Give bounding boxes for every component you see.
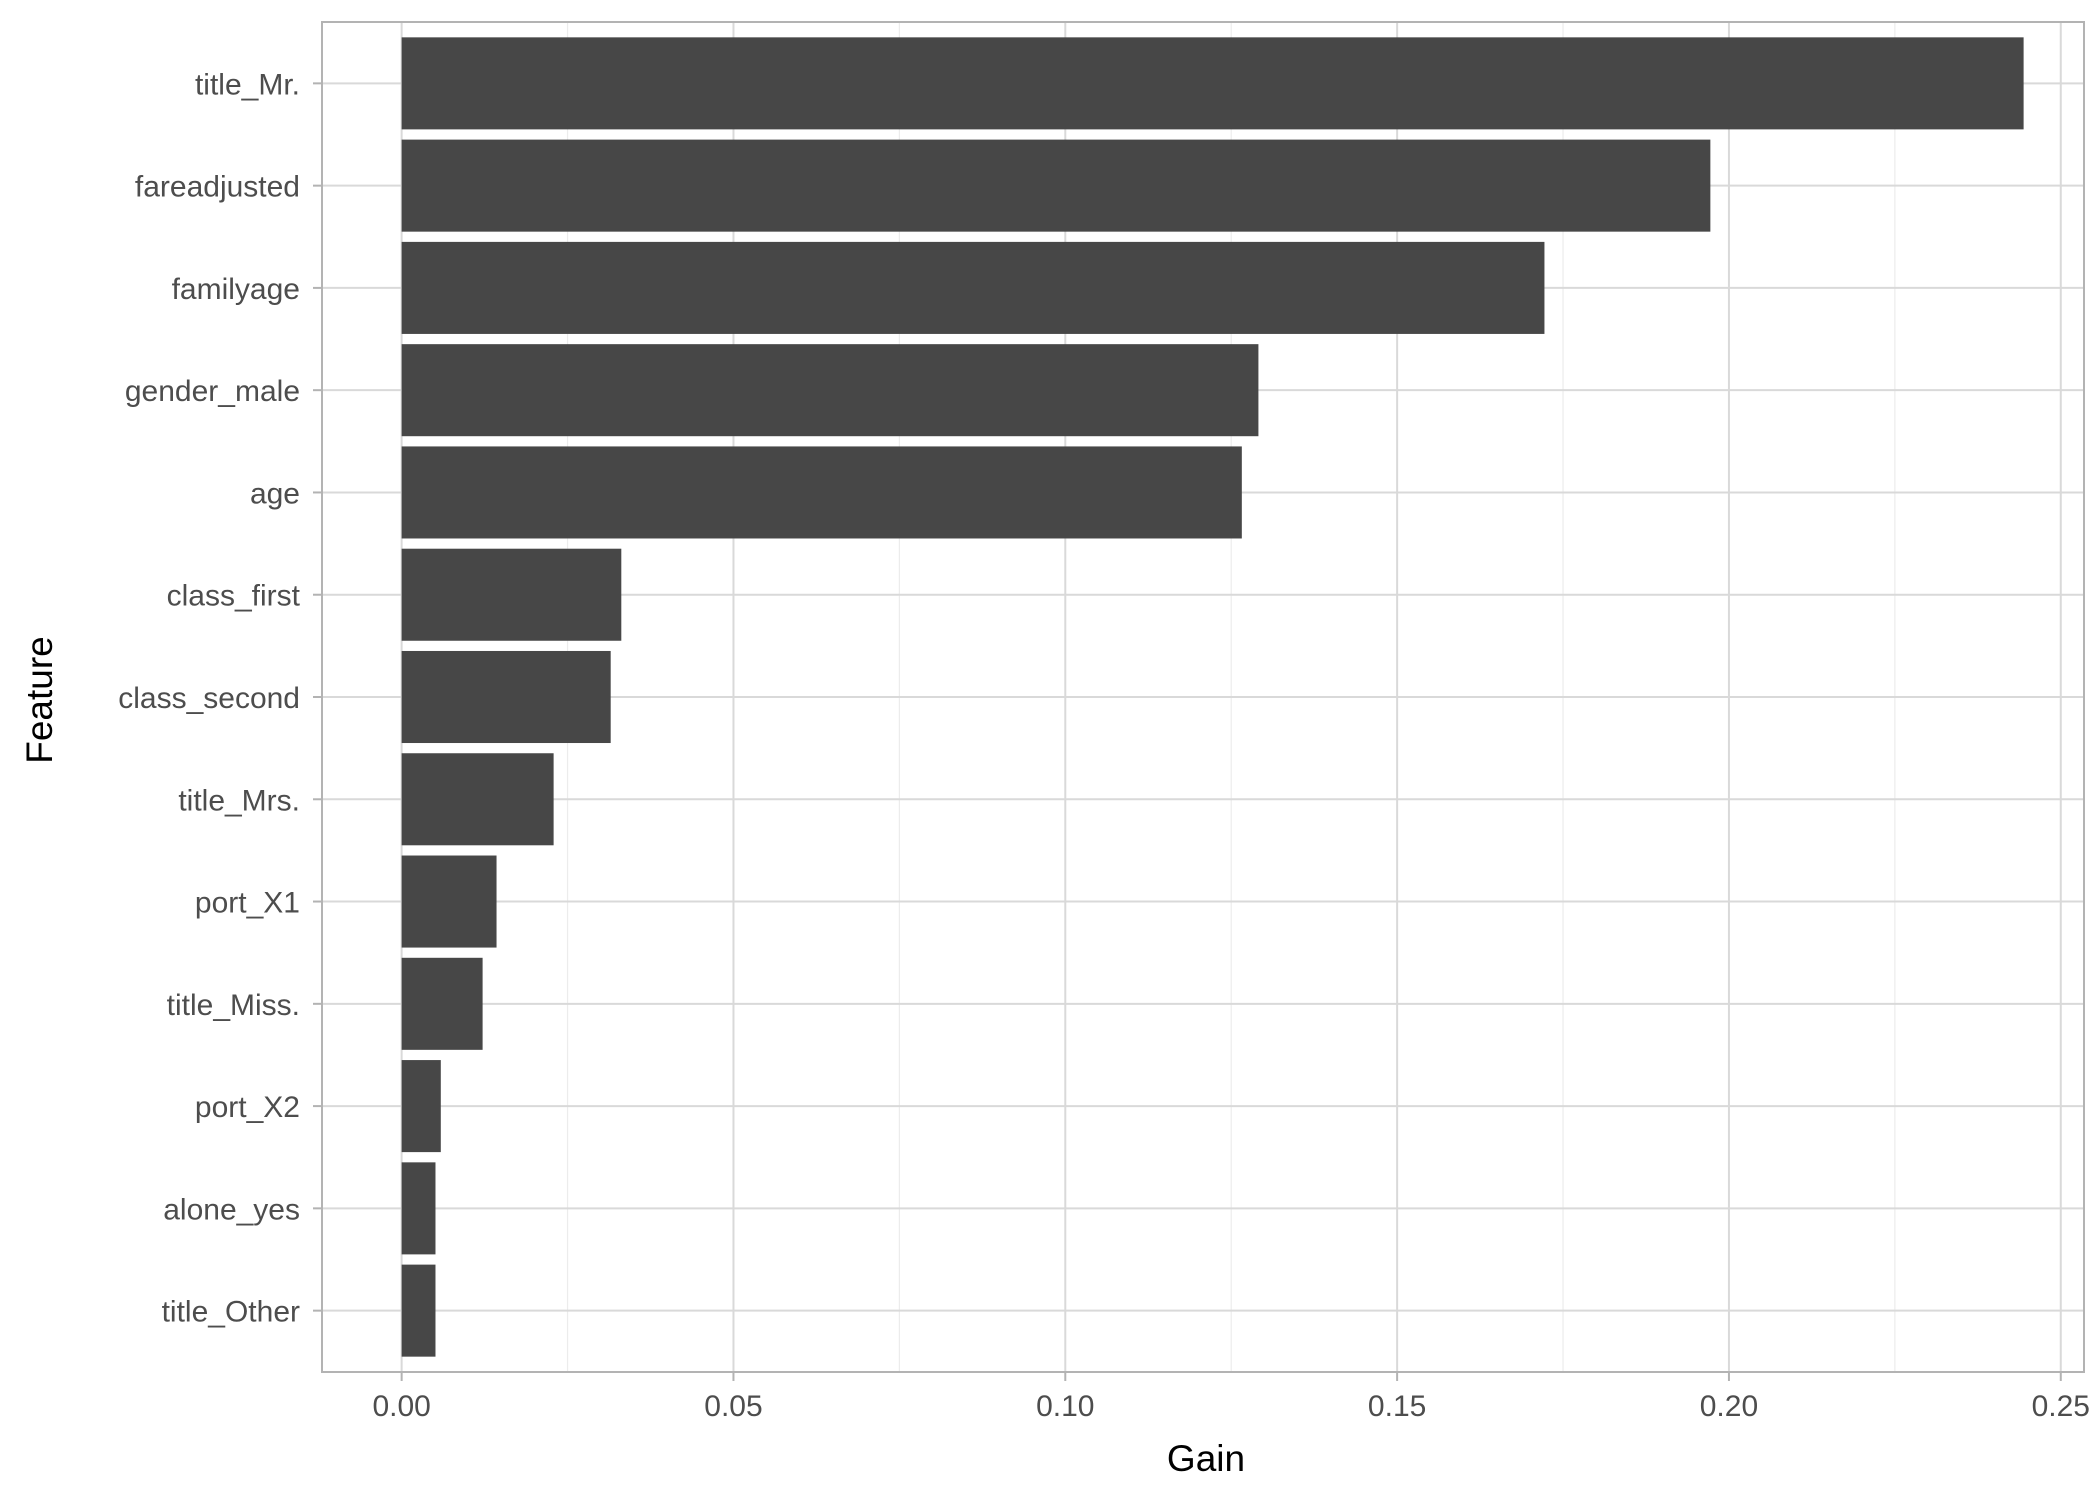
bar-port-x2 [401,1060,441,1153]
y-tick-label: familyage [172,273,300,306]
x-tick-label: 0.15 [1368,1390,1426,1423]
y-tick-label: age [250,477,300,510]
bar-familyage [401,241,1545,334]
bar-title-miss [401,957,483,1050]
y-tick-label: port_X2 [195,1091,300,1124]
x-tick-label: 0.20 [1700,1390,1758,1423]
x-tick-label: 0.05 [704,1390,762,1423]
bar-class-first [401,548,622,641]
y-tick-label: fareadjusted [135,171,300,204]
y-tick-label: gender_male [125,375,300,408]
y-tick-label: title_Other [162,1296,300,1329]
bar-gender-male [401,344,1259,437]
bar-class-second [401,650,611,744]
bar-fareadjusted [401,139,1711,232]
bar-alone-yes [401,1162,436,1255]
bar-port-x1 [401,855,497,948]
bar-age [401,446,1242,539]
y-tick-label: title_Mrs. [178,784,300,817]
x-tick-label: 0.25 [2032,1390,2090,1423]
y-tick-label: title_Mr. [195,68,300,101]
x-tick-label: 0.00 [372,1390,430,1423]
y-tick-label: alone_yes [163,1193,300,1226]
bar-layer [401,37,2024,1357]
y-tick-label: class_first [167,580,301,613]
bar-title-other [401,1264,436,1357]
x-tick-label: 0.10 [1036,1390,1094,1423]
y-tick-label: class_second [118,682,300,715]
y-axis-title: Feature [19,636,60,764]
tick-layer: title_Mr. fareadjusted familyage gender_mal… [118,68,2090,1423]
bar-title-mr [401,37,2024,130]
x-axis-title: Gain [1167,1438,1245,1479]
bar-title-mrs [401,753,554,846]
y-tick-label: port_X1 [195,887,300,920]
y-tick-label: title_Miss. [167,989,300,1022]
